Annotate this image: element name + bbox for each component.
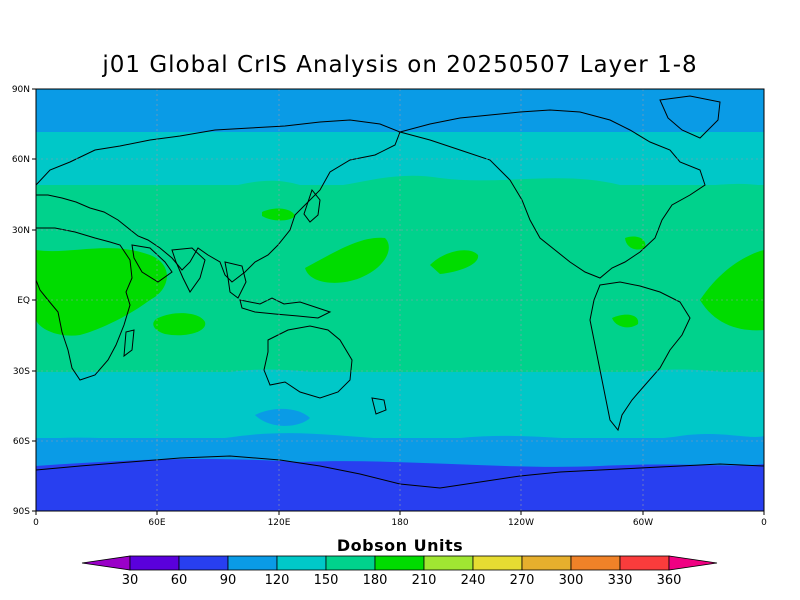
colorbar-tick-7: 240 bbox=[461, 573, 486, 588]
lat-label-4: 30S bbox=[13, 367, 30, 377]
coast-indochina bbox=[224, 261, 247, 299]
colorbar-tick-2: 90 bbox=[220, 573, 237, 588]
lat-label-2: 30N bbox=[12, 226, 30, 236]
lon-label-6: 0 bbox=[761, 518, 767, 528]
colorbar-tick-8: 270 bbox=[510, 573, 535, 588]
colorbar-swatch-2 bbox=[178, 555, 229, 571]
boundary-north-tropic bbox=[36, 175, 764, 200]
colorbar-tick-10: 330 bbox=[608, 573, 633, 588]
lat-labels: 90N 60N 30N EQ 30S 60S 90S bbox=[12, 85, 30, 517]
coast-south-america bbox=[589, 281, 691, 432]
tick-marks bbox=[32, 88, 765, 515]
coast-indonesia bbox=[239, 297, 332, 319]
patch-south-america bbox=[612, 314, 639, 328]
colorbar bbox=[81, 555, 718, 571]
colorbar-swatch-4 bbox=[276, 555, 327, 571]
colorbar-swatch-11 bbox=[619, 555, 670, 571]
lat-label-1: 60N bbox=[12, 155, 30, 165]
colorbar-tick-11: 360 bbox=[657, 573, 682, 588]
colorbar-title: Dobson Units bbox=[336, 536, 464, 555]
graticule bbox=[36, 89, 764, 511]
colorbar-tick-3: 120 bbox=[265, 573, 290, 588]
patch-africa bbox=[36, 248, 167, 336]
coast-india bbox=[171, 247, 206, 293]
coast-nz bbox=[371, 397, 387, 415]
colorbar-swatch-10 bbox=[570, 555, 621, 571]
colorbar-swatch-1 bbox=[129, 555, 180, 571]
patch-pacific-central bbox=[430, 250, 479, 274]
lon-label-0: 0 bbox=[33, 518, 39, 528]
coast-australia bbox=[263, 325, 353, 399]
coast-madagascar bbox=[123, 329, 135, 358]
colorbar-swatch-9 bbox=[521, 555, 572, 571]
coast-japan bbox=[303, 188, 321, 223]
coast-africa bbox=[36, 227, 133, 381]
patch-indian bbox=[153, 313, 206, 336]
lon-labels: 0 60E 120E 180 120W 60W 0 bbox=[33, 518, 767, 528]
colorbar-tick-0: 30 bbox=[122, 573, 139, 588]
colorbar-tick-labels: 30 60 90 120 150 180 210 240 270 300 330 360 bbox=[122, 573, 682, 588]
colorbar-swatch-12 bbox=[668, 555, 718, 571]
coast-arabia bbox=[131, 244, 173, 283]
patch-caribbean bbox=[625, 236, 646, 250]
colorbar-tick-1: 60 bbox=[171, 573, 188, 588]
colorbar-swatch-7 bbox=[423, 555, 474, 571]
colorbar-tick-4: 150 bbox=[314, 573, 339, 588]
boundary-north bbox=[36, 132, 764, 152]
patch-south-atlantic bbox=[700, 395, 745, 416]
coastlines bbox=[36, 95, 764, 489]
lat-label-3: EQ bbox=[17, 296, 30, 306]
colorbar-swatch-3 bbox=[227, 555, 278, 571]
map-title: j01 Global CrIS Analysis on 20250507 Lay… bbox=[102, 52, 698, 78]
lon-label-1: 60E bbox=[148, 518, 165, 528]
colorbar-swatch-6 bbox=[374, 555, 425, 571]
patch-atlantic bbox=[700, 250, 764, 331]
patch-south-indian bbox=[255, 408, 310, 426]
coast-north-america bbox=[398, 109, 706, 279]
lat-label-5: 60S bbox=[13, 437, 30, 447]
colorbar-swatch-5 bbox=[325, 555, 376, 571]
lat-label-0: 90N bbox=[12, 85, 30, 95]
colorbar-swatch-0 bbox=[81, 555, 131, 571]
colorbar-tick-5: 180 bbox=[363, 573, 388, 588]
coast-greenland bbox=[659, 95, 721, 139]
colorbar-tick-9: 300 bbox=[559, 573, 584, 588]
patch-china bbox=[262, 208, 295, 221]
lat-label-6: 90S bbox=[13, 507, 30, 517]
colorbar-tick-6: 210 bbox=[412, 573, 437, 588]
patch-pacific-north bbox=[305, 237, 389, 283]
coast-eurasia bbox=[36, 119, 401, 283]
lon-label-4: 120W bbox=[508, 518, 534, 528]
lon-label-5: 60W bbox=[633, 518, 653, 528]
lon-label-3: 180 bbox=[391, 518, 408, 528]
lon-label-2: 120E bbox=[268, 518, 291, 528]
coast-antarctica bbox=[36, 455, 764, 489]
colorbar-swatch-8 bbox=[472, 555, 523, 571]
